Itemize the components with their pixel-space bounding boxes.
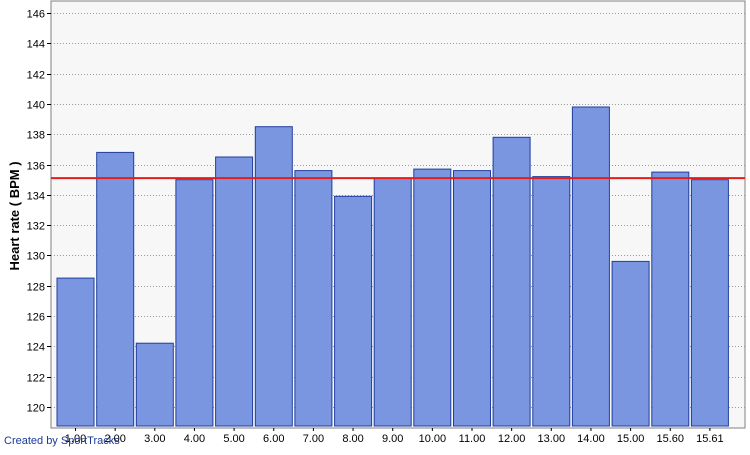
x-tick-label: 1.00 xyxy=(65,433,86,445)
y-axis-label: Heart rate ( BPM ) xyxy=(7,161,22,270)
x-tick-label: 10.00 xyxy=(419,433,447,445)
x-tick-label: 13.00 xyxy=(538,433,566,445)
x-tick-label: 4.00 xyxy=(184,433,205,445)
x-tick-label: 2.00 xyxy=(104,433,125,445)
bar xyxy=(492,136,531,427)
bar xyxy=(215,156,254,427)
y-tick-label: 122 xyxy=(27,373,45,385)
bar xyxy=(56,277,95,427)
y-tick-label: 120 xyxy=(27,403,45,415)
bar xyxy=(690,179,729,427)
bar xyxy=(373,177,412,427)
bar xyxy=(175,179,214,427)
y-tick-label: 136 xyxy=(27,161,45,173)
bar xyxy=(611,260,650,427)
x-tick-label: 3.00 xyxy=(144,433,165,445)
grid-lines xyxy=(47,13,745,408)
y-tick-label: 144 xyxy=(27,39,45,51)
y-tick-label: 138 xyxy=(27,130,45,142)
x-tick-label: 9.00 xyxy=(382,433,403,445)
bar xyxy=(453,170,491,427)
y-tick-label: 132 xyxy=(27,221,45,233)
x-tick-label: 6.00 xyxy=(263,433,284,445)
y-tick-label: 126 xyxy=(27,312,45,324)
bar xyxy=(96,151,135,427)
credit-text: Created by SportTracks xyxy=(4,435,120,447)
bar xyxy=(294,170,333,427)
x-tick-label: 15.00 xyxy=(617,433,645,445)
x-tick-label: 12.00 xyxy=(498,433,526,445)
y-tick-label: 124 xyxy=(27,342,45,354)
y-tick-label: 142 xyxy=(27,70,45,82)
bar xyxy=(532,176,571,427)
bars xyxy=(56,106,729,427)
bar xyxy=(651,171,690,427)
x-tick-label: 7.00 xyxy=(303,433,324,445)
y-tick-label: 134 xyxy=(27,191,45,203)
bar xyxy=(571,106,610,427)
y-tick-label: 130 xyxy=(27,251,45,263)
bar xyxy=(135,342,174,427)
y-tick-labels: 120 122 124 126 128 130 132 134 136 138 140 142 144 1… xyxy=(27,9,45,415)
y-tick-label: 146 xyxy=(27,9,45,21)
bar xyxy=(254,126,293,427)
bar xyxy=(413,168,452,427)
x-tick-label: 14.00 xyxy=(577,433,605,445)
x-tick-label: 5.00 xyxy=(223,433,244,445)
x-tick-label: 8.00 xyxy=(342,433,363,445)
y-tick-label: 140 xyxy=(27,100,45,112)
x-tick-label: 11.00 xyxy=(459,433,486,445)
x-tick-label: 15.60 xyxy=(656,433,684,445)
x-tick-label: 15.61 xyxy=(696,433,724,445)
bar xyxy=(334,195,373,427)
y-tick-label: 128 xyxy=(27,282,45,294)
x-tick-labels: 1.00 2.00 3.00 4.00 5.00 6.00 7.00 8.00 9.00 10.0… xyxy=(65,428,724,445)
